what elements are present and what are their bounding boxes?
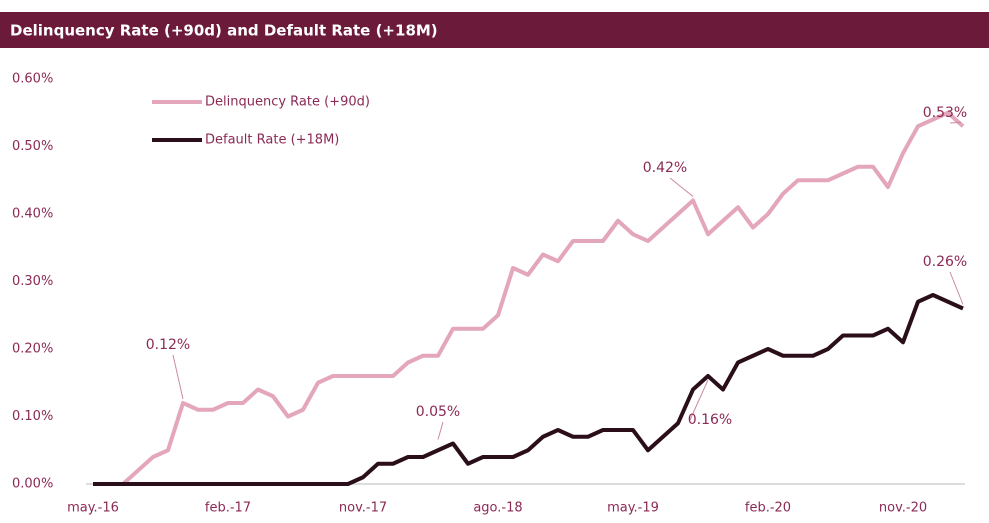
annotation-leader	[949, 271, 964, 305]
y-tick-label: 0.10%	[12, 409, 53, 424]
x-tick-label: may.-19	[607, 501, 659, 516]
y-tick-label: 0.20%	[12, 342, 53, 357]
y-tick-label: 0.60%	[12, 72, 53, 87]
annotation: 0.16%	[688, 412, 732, 428]
annotation: 0.53%	[923, 105, 967, 121]
chart-title: Delinquency Rate (+90d) and Default Rate…	[10, 22, 438, 40]
y-tick-label: 0.40%	[12, 207, 53, 222]
legend-label: Default Rate (+18M)	[205, 133, 339, 148]
series-line	[93, 110, 965, 486]
annotation: 0.42%	[643, 160, 687, 176]
y-tick-label: 0.00%	[12, 477, 53, 492]
annotation: 0.12%	[146, 337, 190, 353]
y-tick-label: 0.30%	[12, 274, 53, 289]
y-tick-label: 0.50%	[12, 139, 53, 154]
x-tick-label: nov.-20	[879, 501, 927, 516]
x-tick-label: may.-16	[67, 501, 119, 516]
series-line	[93, 293, 964, 486]
annotation-leader	[437, 421, 444, 440]
x-tick-label: feb.-17	[205, 501, 251, 516]
title-bar	[0, 12, 989, 48]
legend-label: Delinquency Rate (+90d)	[205, 95, 370, 110]
x-tick-label: feb.-20	[745, 501, 791, 516]
annotation: 0.05%	[416, 404, 460, 420]
x-tick-label: nov.-17	[339, 501, 387, 516]
x-tick-label: ago.-18	[473, 501, 522, 516]
annotation: 0.26%	[923, 254, 967, 270]
annotation-leader	[689, 379, 709, 421]
annotation-leader	[949, 121, 962, 124]
annotation-leader	[172, 354, 184, 400]
annotation-leader	[669, 177, 694, 197]
